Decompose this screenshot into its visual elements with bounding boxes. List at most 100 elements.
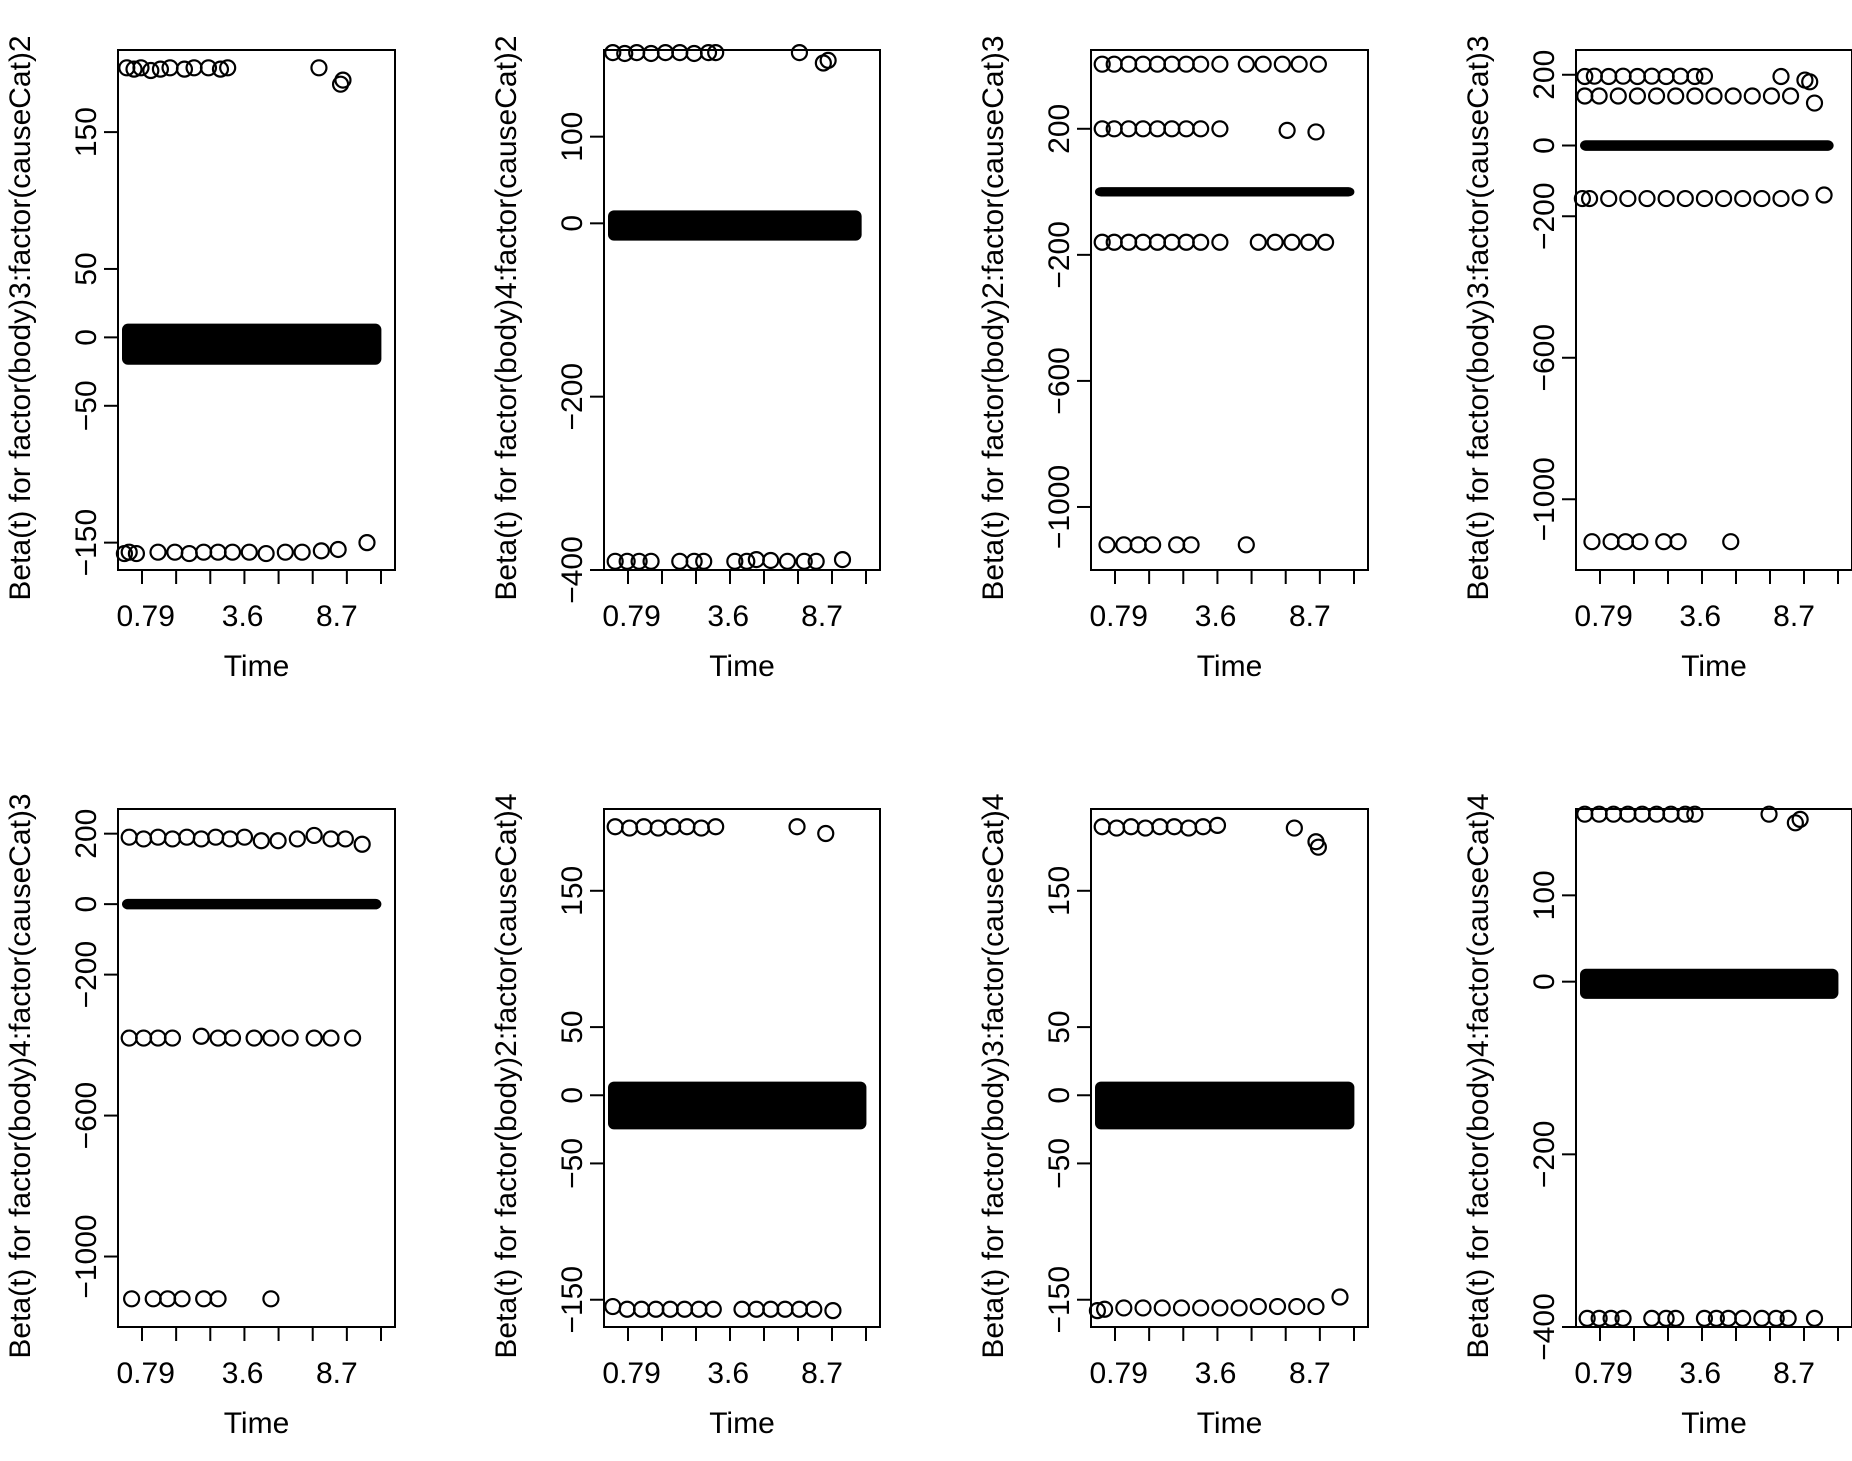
x-axis-title: Time (224, 650, 290, 683)
y-tick-label: −200 (556, 363, 589, 431)
panel-2: −400 −200 0 100 0.79 3.6 8.7 Time Beta(t) for fa… (490, 35, 881, 683)
y-tick-label: −600 (70, 1082, 103, 1150)
data-point (833, 550, 852, 569)
data-point (125, 60, 143, 78)
y-axis-title: Beta(t) for factor(body)3:factor(causeCa… (1462, 35, 1495, 600)
x-tick-label: 3.6 (707, 1357, 749, 1390)
y-tick-label: 150 (556, 866, 589, 916)
data-point (127, 544, 146, 563)
y-tick-label: 0 (70, 329, 103, 346)
data-point (1801, 73, 1819, 91)
data-point (1714, 189, 1733, 208)
panel-1: −150 −50 0 50 150 0.79 3.6 8.7 Time Beta(t) for f… (4, 35, 396, 683)
y-axis-title: Beta(t) for factor(body)2:factor(causeCa… (977, 35, 1010, 600)
data-point (1657, 1309, 1675, 1327)
y-tick-label: 100 (1528, 870, 1561, 920)
data-point (329, 540, 347, 559)
plot-frame (603, 808, 881, 1328)
panel-7: −150 −50 0 50 150 0.79 3.6 8.7 Time Beta(t) for f… (977, 793, 1369, 1440)
data-point (1705, 87, 1723, 105)
data-point (1669, 533, 1687, 551)
data-point (699, 43, 718, 62)
y-tick-label: −200 (70, 941, 103, 1009)
y-tick-label: 200 (1043, 104, 1076, 154)
data-point (173, 1290, 191, 1308)
data-point (353, 835, 371, 853)
y-tick-label: 0 (70, 896, 103, 913)
x-axis-title: Time (224, 1407, 290, 1440)
y-tick-label: −200 (1528, 1121, 1561, 1189)
y-tick-label: −50 (556, 1138, 589, 1189)
data-point (1676, 805, 1694, 823)
data-point (1734, 189, 1752, 208)
x-tick-label: 3.6 (1679, 1357, 1721, 1390)
data-point (1578, 1309, 1596, 1327)
data-point (1316, 233, 1335, 251)
data-point (1695, 67, 1714, 85)
dense-point-band (1095, 1081, 1355, 1130)
x-tick-label: 0.79 (1090, 600, 1148, 633)
data-point (606, 552, 624, 570)
dense-point-band (1580, 968, 1839, 999)
data-point (1331, 1288, 1349, 1306)
x-tick-label: 0.79 (117, 600, 175, 633)
data-point (262, 1029, 280, 1047)
y-tick-label: −150 (1043, 1266, 1076, 1334)
x-tick-label: 0.79 (1574, 1357, 1632, 1390)
data-point (293, 543, 311, 561)
y-tick-label: −600 (1043, 347, 1076, 415)
data-point (790, 43, 809, 62)
data-point (1144, 536, 1162, 554)
data-point (1309, 55, 1327, 73)
data-point (618, 552, 636, 570)
y-tick-label: −200 (1043, 221, 1076, 289)
y-axis-title: Beta(t) for factor(body)2:factor(causeCa… (490, 793, 523, 1358)
dense-point-band (1095, 187, 1355, 197)
data-point (1805, 94, 1824, 112)
y-tick-label: −200 (1528, 182, 1561, 250)
data-point (1619, 189, 1637, 208)
data-point (1153, 1299, 1171, 1317)
data-point (1667, 87, 1685, 105)
y-tick-label: 50 (556, 1010, 589, 1043)
y-tick-label: 0 (556, 215, 589, 232)
data-point (1805, 1309, 1824, 1327)
data-point (1278, 121, 1296, 139)
data-point (1192, 55, 1210, 73)
data-point (1192, 233, 1210, 251)
dense-point-band (122, 898, 382, 910)
x-tick-label: 8.7 (316, 1357, 358, 1390)
x-tick-label: 3.6 (222, 1357, 264, 1390)
x-tick-label: 3.6 (707, 600, 749, 633)
data-point (305, 1029, 323, 1047)
dense-point-band (1580, 140, 1834, 151)
data-point (1722, 533, 1740, 551)
data-point (707, 43, 725, 62)
data-point (288, 830, 306, 848)
data-point (1707, 1309, 1725, 1327)
data-point (1767, 1309, 1785, 1327)
data-point (616, 44, 634, 63)
data-point (1791, 189, 1809, 207)
data-point (805, 1300, 823, 1318)
data-point (1576, 67, 1594, 86)
data-point (726, 552, 744, 570)
panel-5: −1000 −600 −200 0 200 0.79 3.6 8.7 Time Beta(t) f… (4, 793, 396, 1440)
dense-point-band (608, 210, 862, 241)
data-point (1631, 533, 1649, 551)
data-point (819, 51, 837, 70)
data-point (604, 43, 622, 62)
data-point (1753, 189, 1771, 208)
data-point (695, 552, 713, 570)
data-point (223, 1029, 242, 1047)
data-point (1695, 189, 1714, 208)
x-tick-label: 0.79 (602, 600, 660, 633)
data-point (1237, 536, 1255, 554)
y-tick-label: −400 (556, 536, 589, 604)
x-tick-label: 0.79 (117, 1357, 175, 1390)
data-point (1686, 67, 1704, 86)
data-point (1686, 87, 1704, 105)
x-axis-title: Time (709, 650, 775, 683)
